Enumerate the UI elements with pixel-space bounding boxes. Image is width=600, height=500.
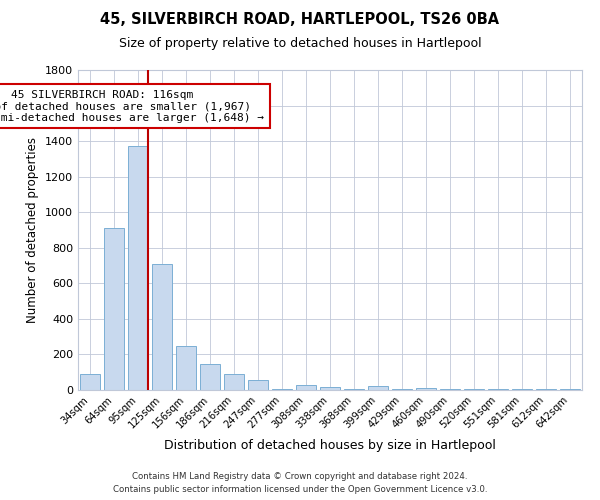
Text: Size of property relative to detached houses in Hartlepool: Size of property relative to detached ho… (119, 38, 481, 51)
Bar (128, 146, 148, 390)
Text: Contains HM Land Registry data © Crown copyright and database right 2024.: Contains HM Land Registry data © Crown c… (132, 472, 468, 481)
Bar (248, 380, 268, 390)
Bar (488, 389, 508, 390)
Text: 45, SILVERBIRCH ROAD, HARTLEPOOL, TS26 0BA: 45, SILVERBIRCH ROAD, HARTLEPOOL, TS26 0… (100, 12, 500, 28)
Text: 45 SILVERBIRCH ROAD: 116sqm
← 54% of detached houses are smaller (1,967)
45% of : 45 SILVERBIRCH ROAD: 116sqm ← 54% of det… (0, 90, 264, 123)
Bar (176, 346, 196, 390)
Bar (392, 389, 412, 390)
Bar (200, 364, 220, 390)
Bar (152, 264, 172, 390)
Bar (416, 388, 436, 390)
Bar (320, 388, 340, 390)
Bar (104, 228, 124, 390)
Bar (464, 389, 484, 390)
Bar (296, 384, 316, 390)
Text: Contains public sector information licensed under the Open Government Licence v3: Contains public sector information licen… (113, 485, 487, 494)
Bar (80, 374, 100, 390)
Bar (440, 389, 460, 390)
Bar (536, 389, 556, 390)
Y-axis label: Number of detached properties: Number of detached properties (26, 137, 40, 323)
Bar (272, 389, 292, 390)
X-axis label: Distribution of detached houses by size in Hartlepool: Distribution of detached houses by size … (164, 439, 496, 452)
Bar (560, 389, 580, 390)
Bar (512, 389, 532, 390)
Bar (344, 389, 364, 390)
Bar (224, 374, 244, 390)
Bar (368, 386, 388, 390)
